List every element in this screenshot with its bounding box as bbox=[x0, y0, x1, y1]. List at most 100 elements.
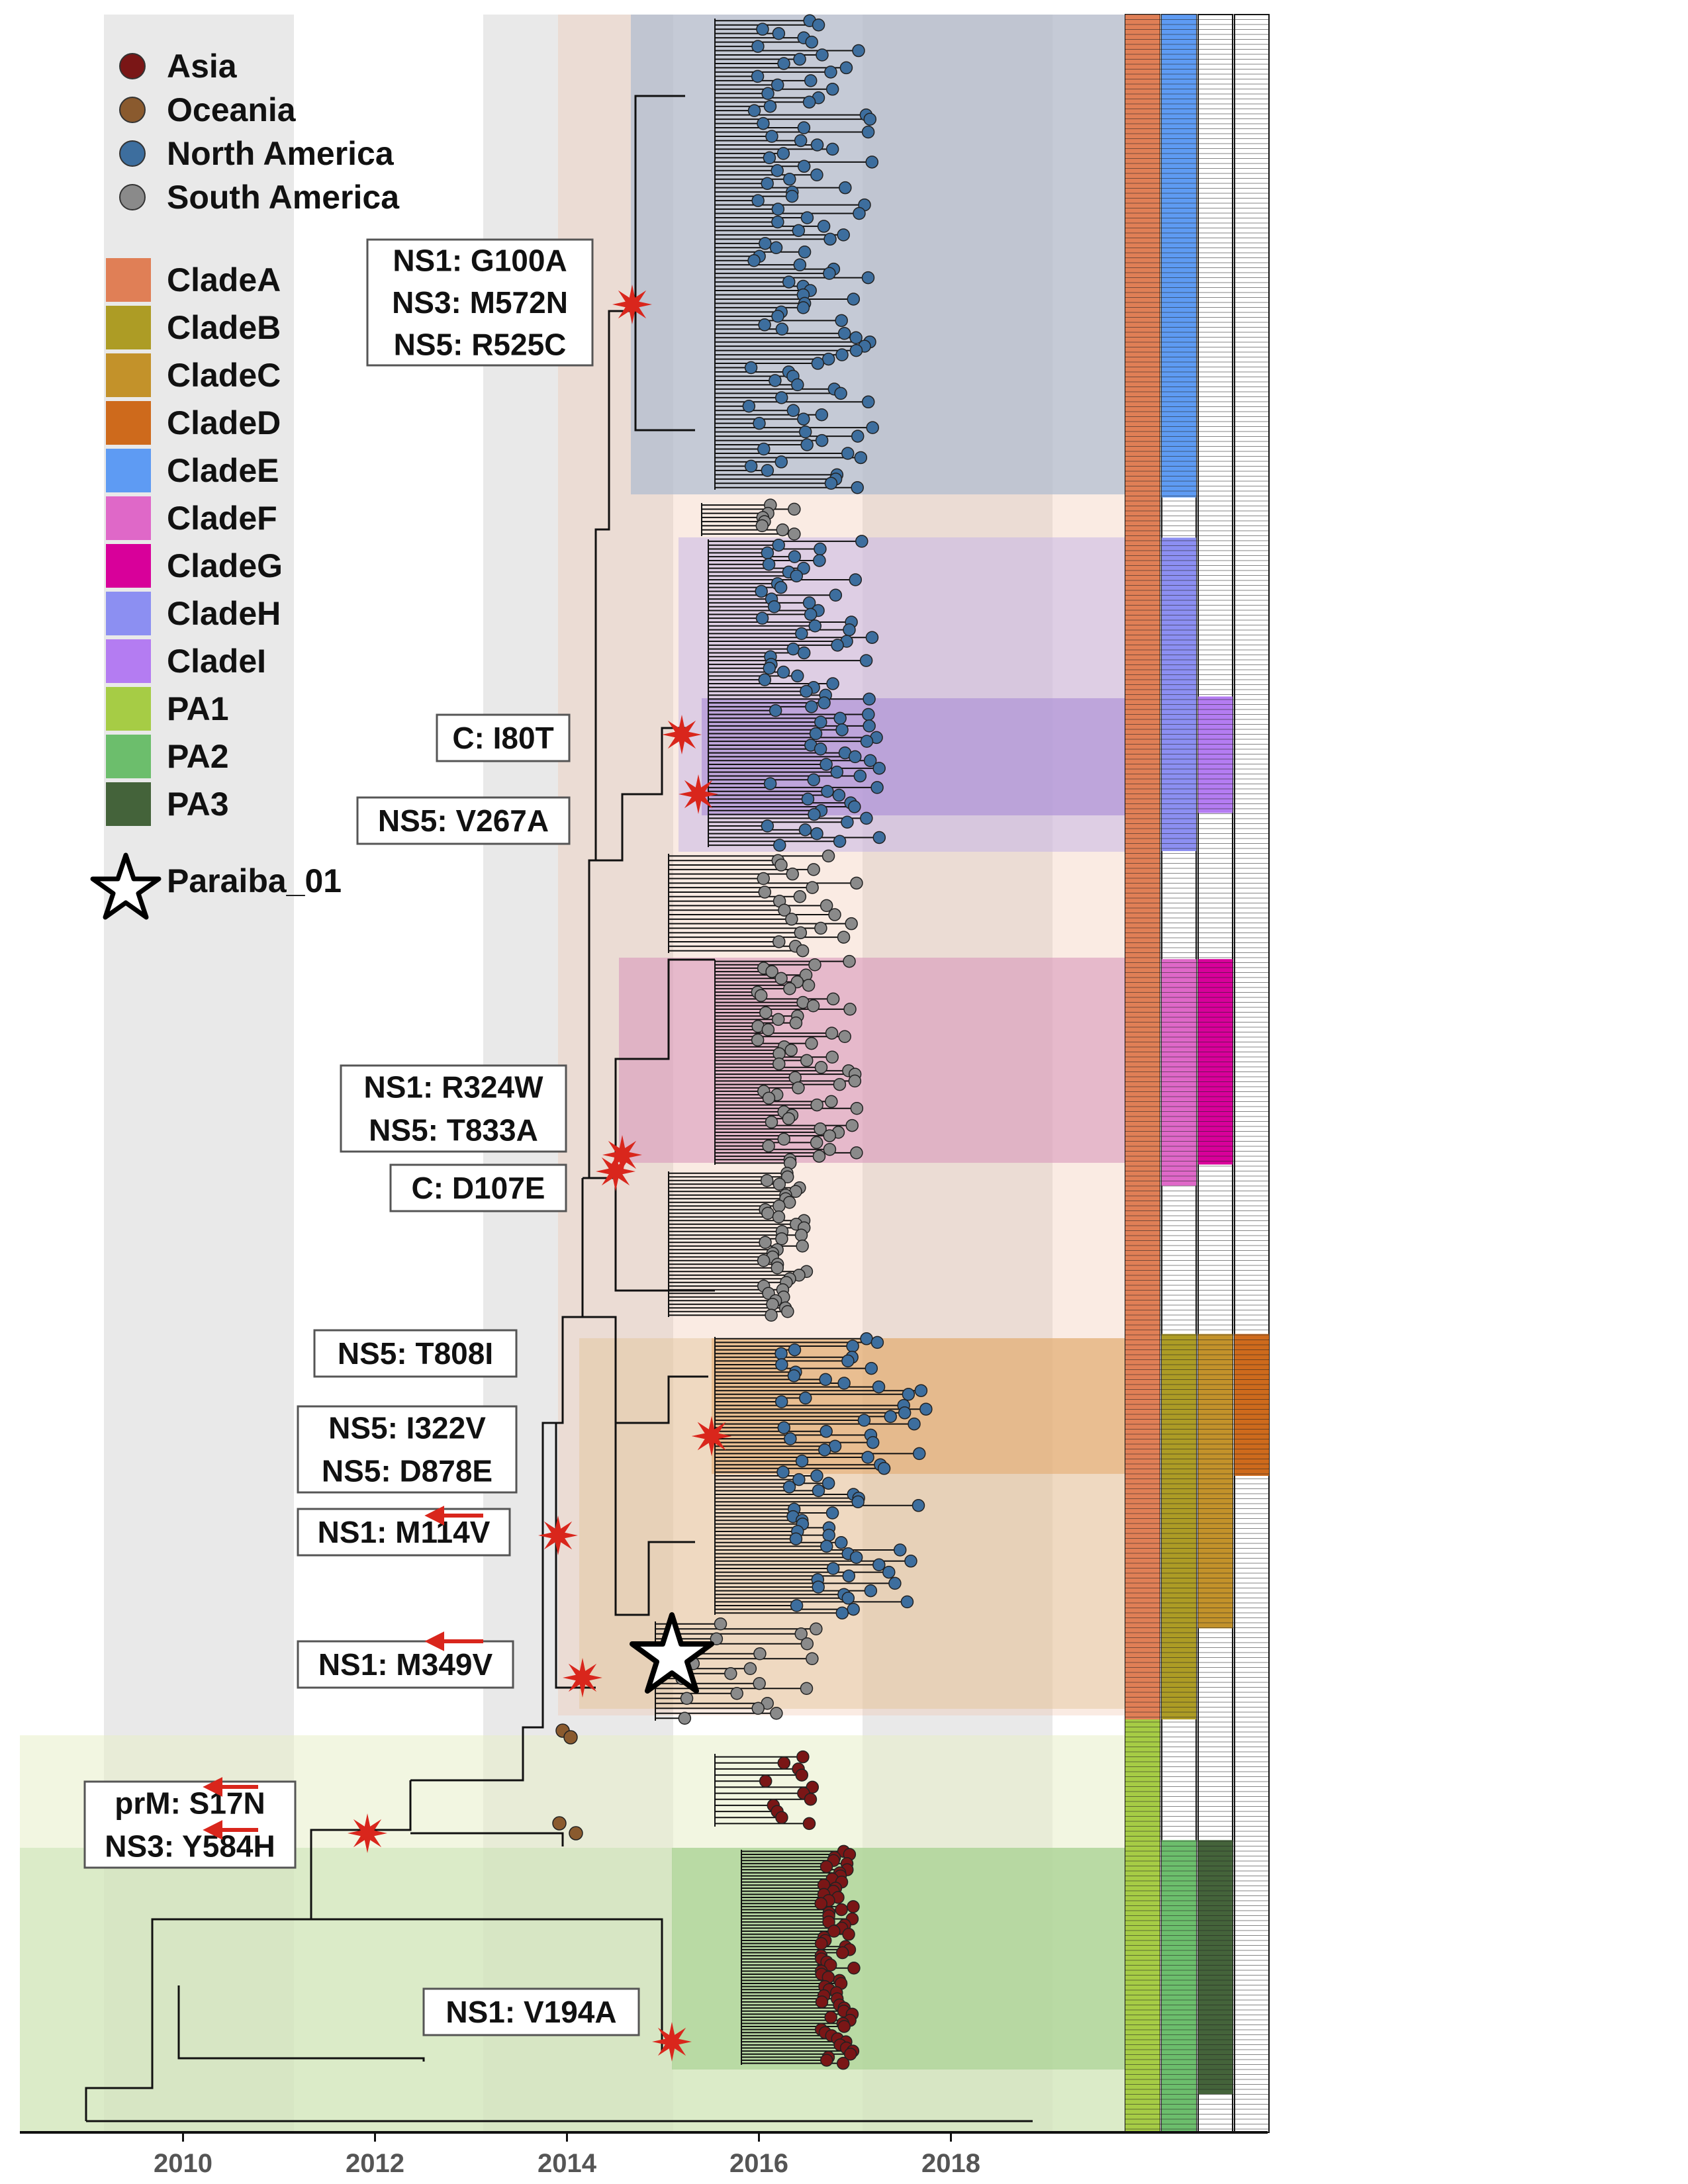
tip-point bbox=[864, 1584, 878, 1598]
clade-shading bbox=[20, 15, 1125, 2132]
tip-point bbox=[812, 1580, 825, 1594]
tip-point bbox=[730, 1687, 743, 1700]
tip-point bbox=[783, 172, 796, 186]
tip-point bbox=[784, 1432, 797, 1445]
mutation-label-text: NS1: M349V bbox=[318, 1647, 493, 1682]
tip-point bbox=[771, 310, 784, 323]
tip-point bbox=[810, 827, 823, 841]
tip-point bbox=[850, 1102, 864, 1115]
tip-point bbox=[863, 692, 876, 705]
tip-point bbox=[797, 646, 811, 660]
tip-point bbox=[751, 1033, 765, 1047]
tip-point bbox=[761, 87, 774, 101]
tip-point bbox=[794, 1228, 808, 1242]
tip-point bbox=[834, 387, 847, 400]
tip-point bbox=[794, 926, 808, 940]
tip-point bbox=[849, 331, 863, 344]
tip-point bbox=[849, 343, 863, 357]
tip-point bbox=[710, 1632, 724, 1645]
mutation-labels: NS1: G100A NS3: M572N NS5: R525C C: I80T NS5… bbox=[83, 238, 640, 2036]
tip-point bbox=[851, 1495, 865, 1508]
tip-point bbox=[817, 220, 831, 233]
tip-point bbox=[850, 876, 863, 890]
tip-point bbox=[825, 1026, 839, 1040]
tip-point bbox=[788, 502, 801, 516]
tip-point bbox=[810, 1469, 823, 1482]
tip-point bbox=[841, 815, 854, 829]
tip-point bbox=[843, 954, 856, 968]
tip-point bbox=[792, 1473, 806, 1486]
tip-point bbox=[862, 707, 875, 721]
tip-point bbox=[789, 1532, 803, 1545]
tip-point bbox=[845, 917, 858, 931]
tip-point bbox=[814, 542, 827, 556]
tip-point bbox=[724, 1667, 737, 1680]
tip-point bbox=[760, 1174, 774, 1187]
tip-point bbox=[823, 1958, 837, 1972]
legend-regions: Asia Oceania North America South America bbox=[119, 48, 400, 216]
tip-point bbox=[743, 1662, 757, 1675]
tip-point bbox=[563, 1730, 578, 1745]
legend-region-dot bbox=[119, 97, 146, 123]
tip-point bbox=[919, 1402, 933, 1416]
tip-point bbox=[776, 523, 789, 537]
tip-point bbox=[826, 1562, 840, 1575]
tip-point bbox=[833, 1077, 847, 1091]
tip-point bbox=[804, 608, 818, 621]
tip-point bbox=[904, 1555, 917, 1568]
tip-point bbox=[771, 1013, 785, 1026]
tip-point bbox=[835, 348, 849, 361]
tip-point bbox=[800, 1054, 814, 1068]
mutation-label-box bbox=[366, 238, 594, 367]
tip-point bbox=[818, 696, 831, 709]
tip-point bbox=[773, 1177, 786, 1191]
tip-point bbox=[839, 181, 852, 195]
mutation-label-box bbox=[389, 1163, 567, 1212]
tip-point bbox=[872, 831, 886, 844]
tip-point bbox=[773, 1199, 786, 1212]
tip-point bbox=[774, 1395, 788, 1408]
tip-point bbox=[796, 1750, 810, 1764]
reversal-arrow bbox=[203, 1777, 258, 1797]
tip-point bbox=[798, 823, 812, 837]
tip-point bbox=[826, 677, 839, 690]
tip-point bbox=[765, 965, 778, 978]
mutation-label-box bbox=[340, 1064, 567, 1153]
tip-point bbox=[810, 1622, 823, 1635]
tip-point bbox=[758, 673, 772, 686]
tip-point bbox=[825, 142, 839, 156]
tip-point bbox=[823, 1129, 836, 1142]
tip-point bbox=[825, 83, 839, 96]
tip-point bbox=[789, 1016, 803, 1030]
tip-point bbox=[853, 769, 867, 783]
reversal-arrow bbox=[203, 1820, 258, 1840]
tip-point bbox=[810, 1136, 823, 1150]
x-axis-ticks: 2010 2012 2014 2016 2018 bbox=[154, 2132, 980, 2178]
mutation-label-text: C: I80T bbox=[452, 721, 553, 755]
tip-point bbox=[872, 1558, 886, 1572]
tip-point bbox=[771, 203, 785, 216]
color-bar-segment bbox=[1162, 959, 1196, 1186]
mutation-label-text: NS5: I322V bbox=[328, 1411, 486, 1445]
tip-point bbox=[797, 159, 811, 173]
tip-point bbox=[814, 1061, 828, 1074]
tip-point bbox=[814, 1122, 827, 1136]
mutation-label-text: NS3: Y584H bbox=[105, 1829, 275, 1864]
tip-point bbox=[902, 1388, 915, 1401]
tip-points bbox=[552, 14, 933, 2070]
mutation-label-box bbox=[436, 713, 571, 762]
tip-point bbox=[758, 886, 772, 899]
mutation-label-text: NS5: T833A bbox=[369, 1113, 538, 1148]
tip-point bbox=[797, 121, 811, 134]
tip-point bbox=[835, 1903, 848, 1917]
tip-point bbox=[847, 293, 861, 306]
mutation-label-text: C: D107E bbox=[412, 1171, 545, 1205]
mutation-label-text: NS5: R525C bbox=[394, 327, 567, 361]
tip-point bbox=[818, 1443, 831, 1457]
tip-point bbox=[805, 700, 818, 713]
tip-point bbox=[761, 546, 774, 560]
tip-point bbox=[774, 580, 788, 594]
legend-clade-label: PA2 bbox=[167, 738, 229, 775]
tip-point bbox=[810, 138, 824, 152]
star-icon bbox=[90, 852, 162, 920]
